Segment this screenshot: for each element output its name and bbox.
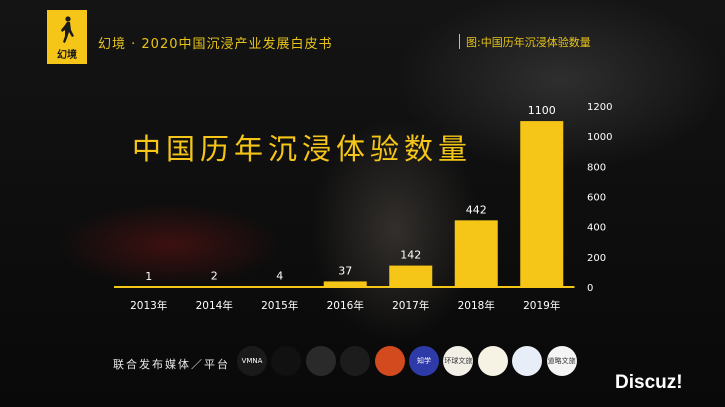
- discuz-watermark: Discuz!: [615, 372, 683, 393]
- chart-title: 中国历年沉浸体验数量: [132, 132, 473, 166]
- value-label-6: 1100: [528, 104, 556, 117]
- y-tick-label-0: 0: [587, 283, 593, 294]
- y-tick-label-2: 400: [587, 223, 606, 234]
- y-tick-label-6: 1200: [587, 102, 612, 113]
- partner-10-logo: 道略文旅: [546, 346, 577, 376]
- partners-label: 联合发布媒体／平台: [113, 358, 230, 371]
- partner-3-logo: [305, 346, 336, 376]
- y-tick-label-5: 1000: [587, 132, 612, 143]
- partner-9-logo: [512, 346, 543, 376]
- y-tick-label-4: 800: [587, 162, 606, 173]
- value-label-2: 4: [276, 269, 283, 282]
- x-tick-label-2: 2015年: [261, 299, 298, 312]
- bar-3: [323, 281, 367, 287]
- partner-8-logo: [477, 346, 508, 376]
- x-tick-label-0: 2013年: [130, 299, 167, 312]
- y-tick-label-3: 600: [587, 193, 606, 204]
- brand-logo: 幻境: [47, 10, 87, 64]
- partner-7-logo: 环球文旅: [443, 346, 474, 376]
- partner-6-logo: 知学: [409, 346, 439, 376]
- bar-4: [389, 265, 433, 287]
- x-tick-label-3: 2016年: [327, 299, 364, 312]
- vmna-logo: VMNA: [237, 346, 267, 376]
- bar-5: [454, 220, 498, 287]
- partner-5-logo: [374, 346, 405, 376]
- value-label-1: 2: [211, 270, 218, 283]
- partner-4-logo: [340, 346, 371, 376]
- x-tick-label-4: 2017年: [392, 299, 429, 312]
- page-title: 幻境 · 2020中国沉浸产业发展白皮书: [98, 37, 333, 52]
- x-tick-label-6: 2019年: [523, 299, 560, 312]
- partner-2-logo: [271, 346, 302, 376]
- logo-text: 幻境: [57, 50, 77, 61]
- y-tick-label-1: 200: [587, 253, 606, 264]
- x-tick-label-1: 2014年: [196, 299, 233, 312]
- x-tick-label-5: 2018年: [458, 299, 495, 312]
- value-label-3: 37: [338, 264, 352, 277]
- value-label-4: 142: [400, 249, 421, 262]
- value-label-5: 442: [466, 203, 487, 216]
- runner-icon: [61, 16, 74, 43]
- bar-6: [520, 121, 564, 287]
- figure-caption: 图:中国历年沉浸体验数量: [466, 36, 591, 49]
- header-divider: [459, 34, 460, 49]
- value-label-0: 1: [145, 270, 152, 283]
